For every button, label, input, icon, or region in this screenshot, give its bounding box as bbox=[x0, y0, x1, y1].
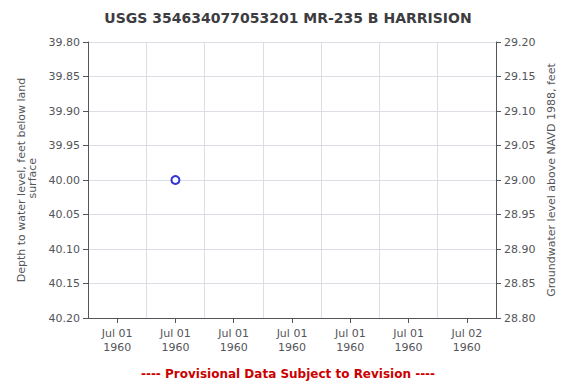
svg-text:1960: 1960 bbox=[220, 341, 248, 354]
svg-text:29.10: 29.10 bbox=[504, 105, 536, 118]
svg-text:28.90: 28.90 bbox=[504, 243, 536, 256]
svg-text:Depth to water level, feet bel: Depth to water level, feet below land bbox=[14, 77, 28, 283]
svg-text:28.80: 28.80 bbox=[504, 312, 536, 325]
svg-text:1960: 1960 bbox=[278, 341, 306, 354]
svg-text:Jul 01: Jul 01 bbox=[101, 327, 133, 340]
svg-text:40.20: 40.20 bbox=[49, 312, 81, 325]
svg-text:USGS 354634077053201 MR-235 B: USGS 354634077053201 MR-235 B HARRISION bbox=[104, 10, 471, 26]
svg-text:29.20: 29.20 bbox=[504, 36, 536, 49]
svg-text:---- Provisional Data Subject: ---- Provisional Data Subject to Revisio… bbox=[141, 367, 435, 381]
svg-text:39.90: 39.90 bbox=[49, 105, 81, 118]
svg-text:Jul 01: Jul 01 bbox=[217, 327, 249, 340]
svg-text:39.95: 39.95 bbox=[49, 139, 81, 152]
svg-text:1960: 1960 bbox=[161, 341, 189, 354]
svg-text:Jul 01: Jul 01 bbox=[334, 327, 366, 340]
svg-text:28.95: 28.95 bbox=[504, 208, 536, 221]
svg-text:39.85: 39.85 bbox=[49, 70, 81, 83]
svg-text:40.00: 40.00 bbox=[49, 174, 81, 187]
svg-text:29.00: 29.00 bbox=[504, 174, 536, 187]
svg-text:40.05: 40.05 bbox=[49, 208, 81, 221]
svg-text:Jul 02: Jul 02 bbox=[450, 327, 482, 340]
svg-text:1960: 1960 bbox=[453, 341, 481, 354]
svg-text:surface: surface bbox=[26, 158, 39, 202]
svg-text:Groundwater level above NAVD 1: Groundwater level above NAVD 1988, feet bbox=[545, 63, 558, 297]
svg-text:Jul 01: Jul 01 bbox=[392, 327, 424, 340]
svg-text:29.05: 29.05 bbox=[504, 139, 536, 152]
svg-text:40.15: 40.15 bbox=[49, 277, 81, 290]
svg-text:Jul 01: Jul 01 bbox=[276, 327, 308, 340]
svg-text:1960: 1960 bbox=[103, 341, 131, 354]
svg-text:1960: 1960 bbox=[336, 341, 364, 354]
svg-text:1960: 1960 bbox=[395, 341, 423, 354]
svg-text:29.15: 29.15 bbox=[504, 70, 536, 83]
svg-text:28.85: 28.85 bbox=[504, 277, 536, 290]
svg-text:40.10: 40.10 bbox=[49, 243, 81, 256]
svg-text:39.80: 39.80 bbox=[49, 36, 81, 49]
svg-text:Jul 01: Jul 01 bbox=[159, 327, 191, 340]
